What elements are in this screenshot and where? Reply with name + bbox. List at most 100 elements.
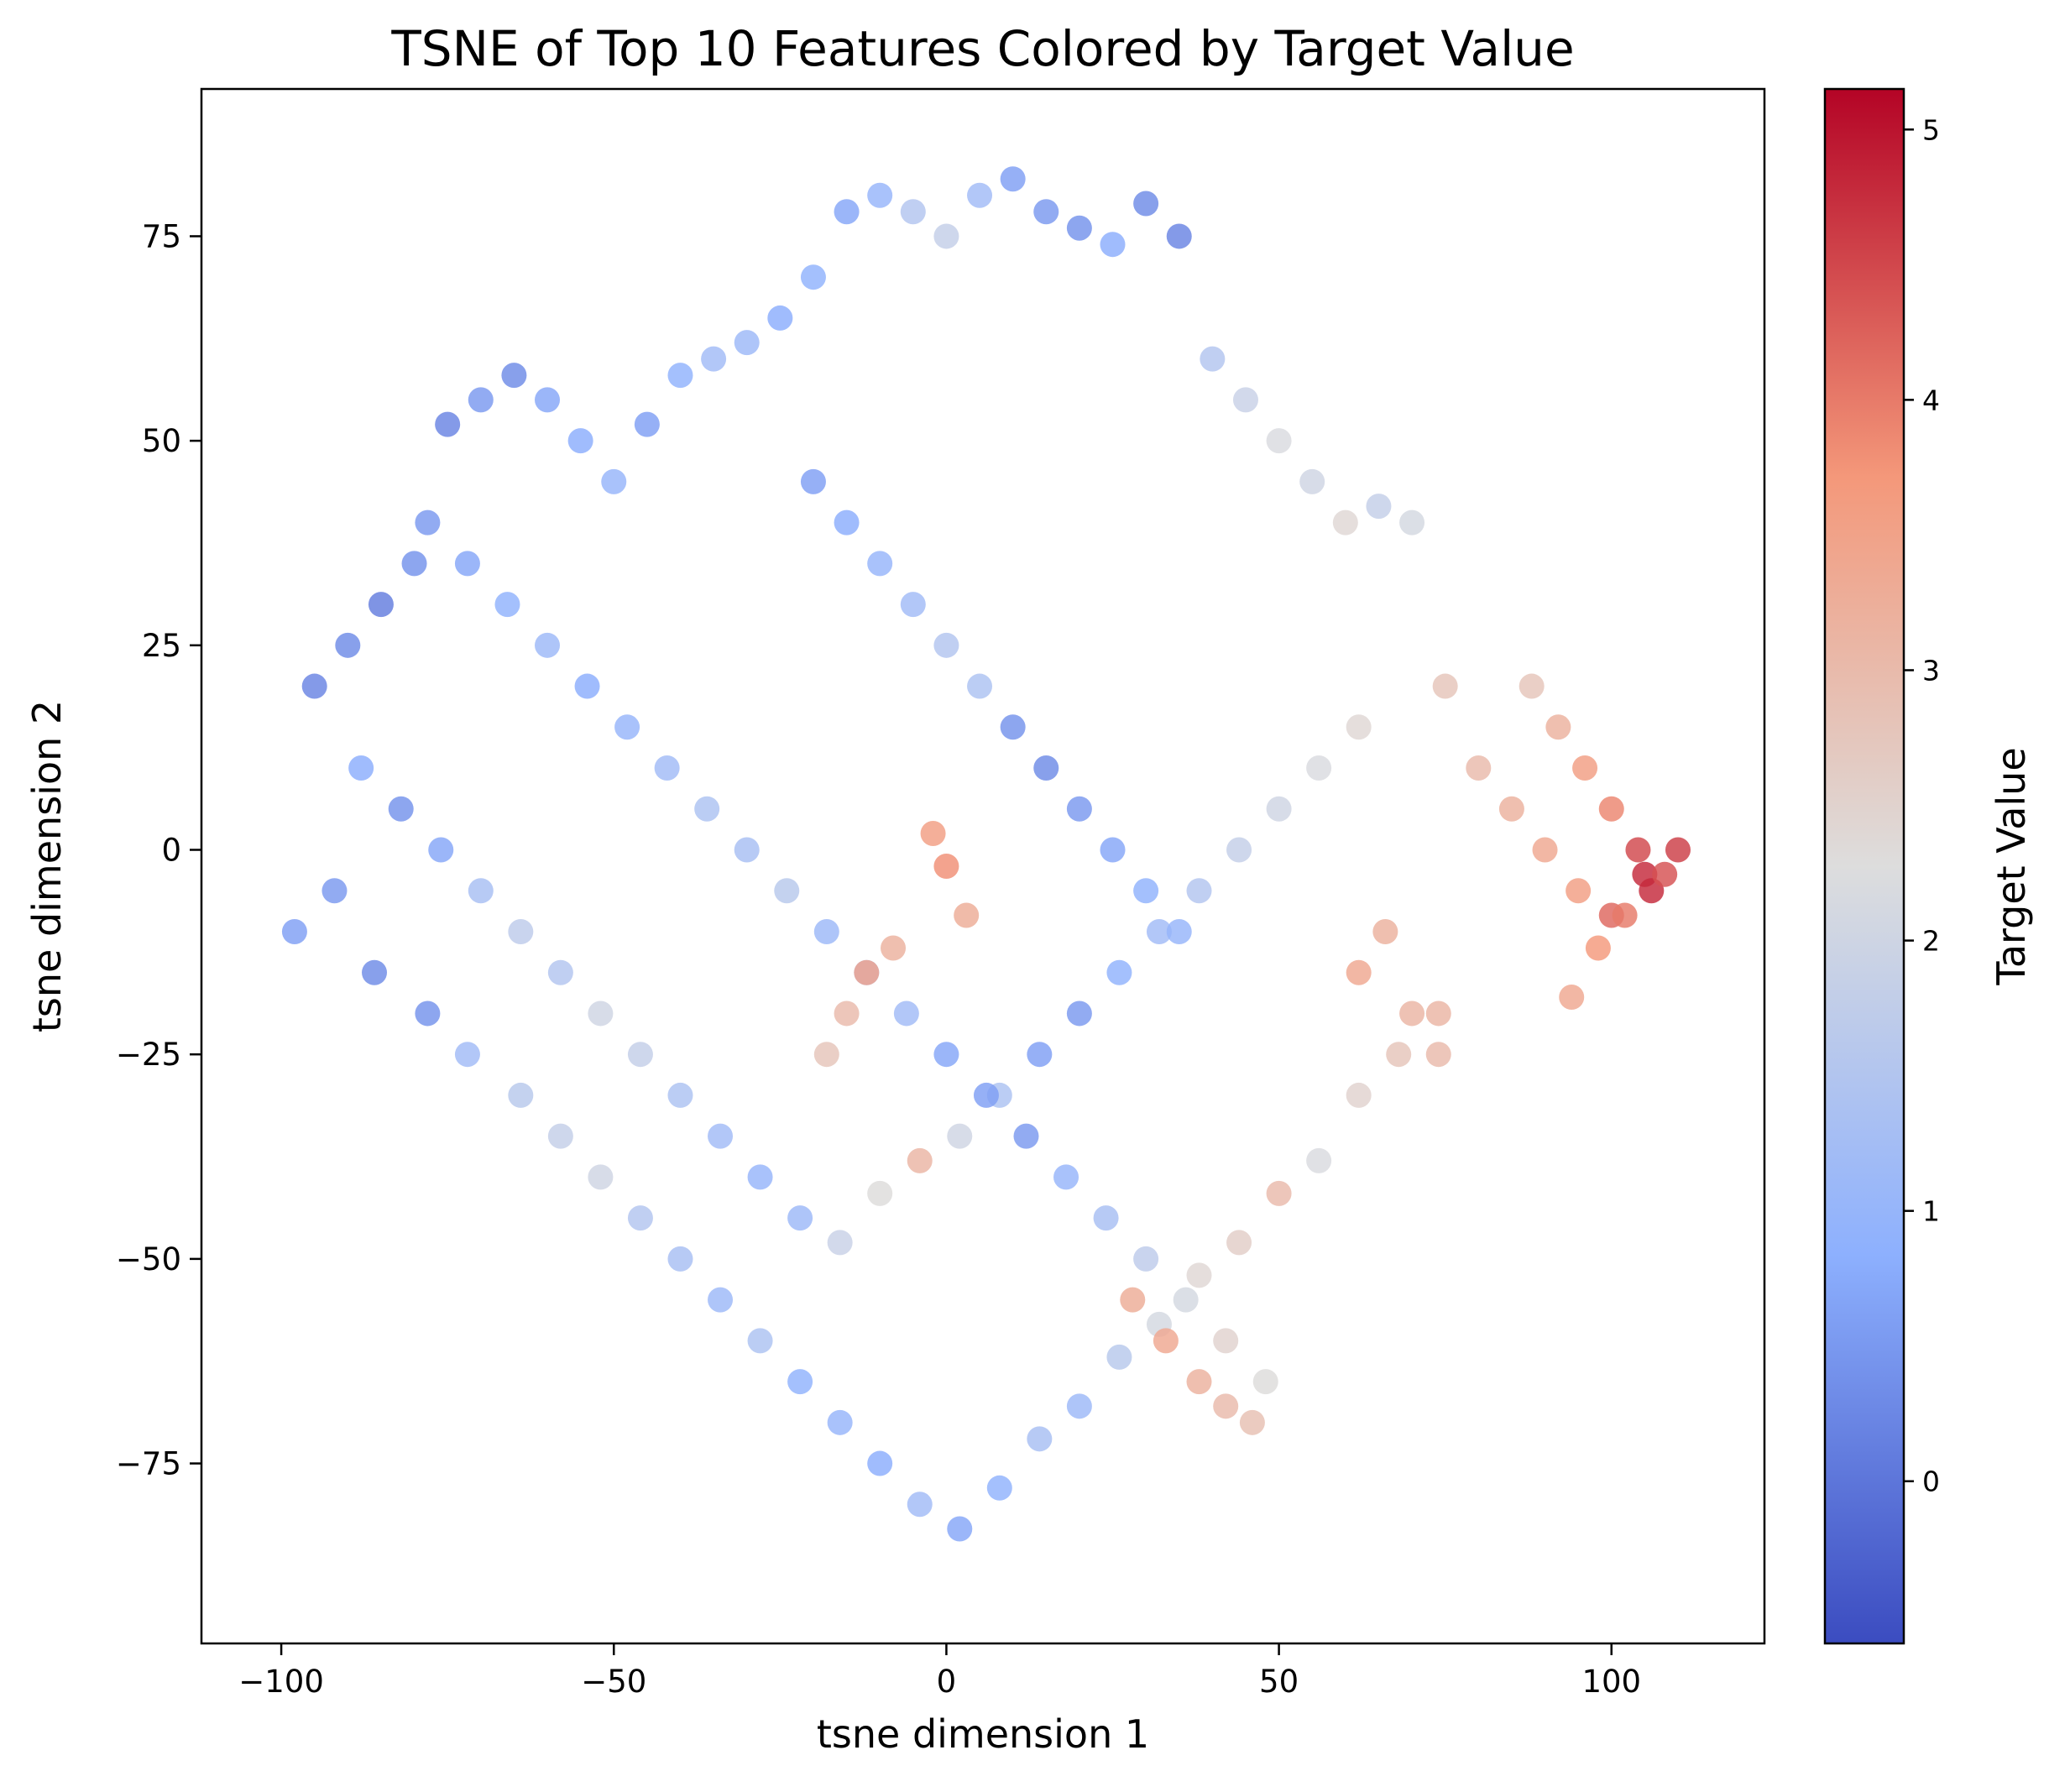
scatter-point xyxy=(614,714,640,740)
scatter-point xyxy=(1200,346,1226,372)
scatter-point xyxy=(1027,1042,1053,1068)
scatter-point xyxy=(401,551,427,577)
scatter-point xyxy=(1133,191,1159,217)
scatter-point xyxy=(454,1042,480,1068)
scatter-point xyxy=(1346,1082,1372,1108)
scatter-point xyxy=(1346,959,1372,985)
scatter-point xyxy=(986,1475,1012,1501)
scatter-point xyxy=(1232,387,1258,413)
scatter-point xyxy=(1146,918,1172,944)
scatter-point xyxy=(1133,878,1159,904)
scatter-point xyxy=(1598,796,1624,822)
scatter-point xyxy=(800,264,826,290)
x-tick-label: −50 xyxy=(581,1664,646,1700)
scatter-point xyxy=(827,1409,853,1435)
scatter-point xyxy=(454,551,480,577)
scatter-point xyxy=(747,1328,773,1354)
chart-title: TSNE of Top 10 Features Colored by Targe… xyxy=(390,20,1574,77)
scatter-point xyxy=(1372,918,1398,944)
scatter-point xyxy=(1399,1000,1425,1027)
scatter-point xyxy=(634,411,660,437)
colorbar-label: Target Value xyxy=(1989,747,2034,985)
colorbar-tick-label: 1 xyxy=(1922,1195,1940,1228)
scatter-point xyxy=(415,509,441,536)
scatter-point xyxy=(1239,1409,1265,1435)
scatter-point xyxy=(800,468,826,494)
scatter-point xyxy=(1559,984,1585,1010)
scatter-point xyxy=(827,1230,853,1256)
y-axis-ticks: −75 −50 −25 0 25 50 75 xyxy=(116,218,201,1482)
scatter-point xyxy=(1585,935,1611,961)
scatter-point xyxy=(415,1000,441,1027)
scatter-point xyxy=(787,1205,813,1231)
scatter-point xyxy=(1027,1426,1053,1452)
scatter-point xyxy=(1332,509,1358,536)
x-tick-label: 50 xyxy=(1259,1664,1299,1700)
scatter-point xyxy=(1173,1287,1199,1313)
y-tick-label: −75 xyxy=(116,1446,181,1482)
y-tick-label: −25 xyxy=(116,1037,181,1073)
scatter-point xyxy=(1466,755,1492,781)
scatter-point xyxy=(1106,1344,1132,1370)
scatter-point xyxy=(547,1123,573,1149)
scatter-point xyxy=(1013,1123,1039,1149)
scatter-point xyxy=(1213,1328,1239,1354)
scatter-point xyxy=(1226,837,1252,863)
colorbar-tick-label: 4 xyxy=(1922,384,1940,416)
scatter-point xyxy=(1166,918,1192,944)
scatter-point xyxy=(1066,796,1092,822)
scatter-point xyxy=(535,387,561,413)
scatter-point xyxy=(834,199,860,225)
scatter-point xyxy=(1266,1180,1292,1206)
scatter-point xyxy=(787,1369,813,1395)
scatter-point xyxy=(1532,837,1558,863)
scatter-point xyxy=(567,428,593,454)
scatter-point xyxy=(1346,714,1372,740)
scatter-point xyxy=(1153,1328,1179,1354)
scatter-point xyxy=(867,1180,893,1206)
scatter-point xyxy=(1386,1042,1412,1068)
colorbar-tick-label: 3 xyxy=(1922,654,1940,687)
scatter-point xyxy=(1213,1393,1239,1419)
scatter-point xyxy=(1425,1000,1451,1027)
scatter-points xyxy=(281,166,1691,1542)
scatter-point xyxy=(1093,1205,1119,1231)
scatter-point xyxy=(900,592,926,618)
scatter-point xyxy=(654,755,680,781)
scatter-point xyxy=(1226,1230,1252,1256)
scatter-point xyxy=(667,1246,693,1272)
scatter-point xyxy=(508,918,534,944)
scatter-point xyxy=(1000,714,1026,740)
x-tick-label: 100 xyxy=(1581,1664,1641,1700)
scatter-point xyxy=(667,1082,693,1108)
scatter-point xyxy=(867,551,893,577)
y-tick-label: 0 xyxy=(161,833,181,869)
scatter-point xyxy=(907,1147,933,1173)
y-axis-label: tsne dimension 2 xyxy=(24,700,70,1032)
scatter-point xyxy=(494,592,520,618)
scatter-point xyxy=(627,1042,653,1068)
scatter-point xyxy=(1306,1147,1332,1173)
scatter-point xyxy=(1519,673,1545,699)
scatter-point xyxy=(1306,755,1332,781)
scatter-point xyxy=(1053,1164,1079,1190)
scatter-point xyxy=(967,673,993,699)
x-tick-label: 0 xyxy=(937,1664,957,1700)
scatter-point xyxy=(867,1450,893,1476)
scatter-point xyxy=(468,878,494,904)
scatter-point xyxy=(547,959,573,985)
x-axis-ticks: −100 −50 0 50 100 xyxy=(238,1643,1641,1700)
scatter-point xyxy=(854,959,880,985)
scatter-point xyxy=(947,1516,973,1542)
scatter-point xyxy=(362,959,388,985)
scatter-point xyxy=(1299,468,1325,494)
scatter-point xyxy=(1033,199,1059,225)
scatter-point xyxy=(708,1287,734,1313)
scatter-point xyxy=(1266,796,1292,822)
scatter-point xyxy=(1100,837,1126,863)
scatter-point xyxy=(774,878,800,904)
scatter-point xyxy=(907,1492,933,1518)
scatter-point xyxy=(813,918,839,944)
scatter-point xyxy=(867,182,893,208)
